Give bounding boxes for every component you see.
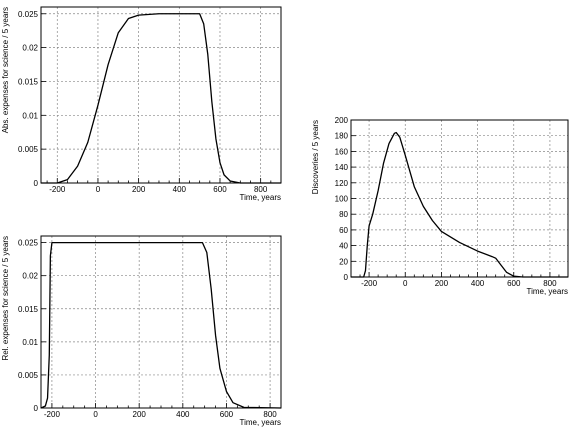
x-axis-label: Time, years xyxy=(527,287,569,296)
y-tick-label: 0.005 xyxy=(18,145,39,154)
x-tick-label: 600 xyxy=(213,185,227,194)
y-tick-label: 0.025 xyxy=(18,10,39,19)
x-tick-label: -200 xyxy=(44,410,61,419)
y-tick-label: 0.02 xyxy=(22,44,38,53)
plot-frame xyxy=(40,235,282,409)
y-tick-label: 0 xyxy=(34,179,39,188)
x-tick-label: 400 xyxy=(471,279,485,288)
x-tick-label: -200 xyxy=(49,185,66,194)
x-axis-label: Time, years xyxy=(240,418,282,427)
y-tick-label: 0.01 xyxy=(22,111,38,120)
y-tick-label: 0 xyxy=(34,404,39,413)
x-tick-label: 600 xyxy=(220,410,234,419)
series-line xyxy=(351,131,568,278)
x-axis-label: Time, years xyxy=(240,193,282,202)
x-tick-label: 0 xyxy=(403,279,408,288)
y-tick-label: 40 xyxy=(339,242,348,251)
y-tick-label: 0.015 xyxy=(18,77,39,86)
x-tick-label: 200 xyxy=(132,185,146,194)
y-tick-label: 60 xyxy=(339,226,348,235)
y-axis-label: Abs. expenses for science / 5 years xyxy=(1,7,10,133)
y-tick-label: 0.02 xyxy=(22,272,38,281)
y-tick-label: 140 xyxy=(335,163,349,172)
y-tick-label: 0.015 xyxy=(18,305,39,314)
x-tick-label: 0 xyxy=(93,410,98,419)
y-axis-label: Discoveries / 5 years xyxy=(311,120,320,194)
x-tick-label: 200 xyxy=(133,410,147,419)
x-tick-label: 800 xyxy=(254,185,268,194)
y-tick-label: 120 xyxy=(335,179,349,188)
panel-rel-expenses: -200 0 200 400 600 800 0 0.005 0.01 0.015 0.02 0.02… xyxy=(1,235,282,427)
y-tick-label: 20 xyxy=(339,257,348,266)
x-tick-label: 400 xyxy=(173,185,187,194)
series-line xyxy=(40,241,282,409)
x-tick-label: 0 xyxy=(96,185,101,194)
y-tick-label: 180 xyxy=(335,132,349,141)
x-tick-label: -200 xyxy=(361,279,378,288)
panel-discoveries: -200 0 200 400 600 800 0 20 40 60 80 100 120 140 160 18… xyxy=(311,116,569,296)
y-tick-label: 0.01 xyxy=(22,338,38,347)
x-tick-label: 600 xyxy=(507,279,521,288)
x-tick-label: 800 xyxy=(263,410,277,419)
y-tick-label: 200 xyxy=(335,116,349,125)
y-tick-label: 0.005 xyxy=(18,371,39,380)
x-tick-label: 800 xyxy=(543,279,557,288)
y-tick-label: 80 xyxy=(339,210,348,219)
x-tick-label: 400 xyxy=(176,410,190,419)
x-tick-label: 200 xyxy=(435,279,449,288)
y-tick-label: 0 xyxy=(344,273,349,282)
y-tick-label: 100 xyxy=(335,195,349,204)
y-tick-label: 0.025 xyxy=(18,239,39,248)
y-axis-label: Rel. expenses for science / 5 years xyxy=(1,236,10,361)
plot-frame xyxy=(40,6,282,184)
series-line xyxy=(41,13,281,184)
panel-abs-expenses: -200 0 200 400 600 800 0 0.005 0.01 0.015 0.02 0.02… xyxy=(1,6,282,202)
y-tick-label: 160 xyxy=(335,147,349,156)
